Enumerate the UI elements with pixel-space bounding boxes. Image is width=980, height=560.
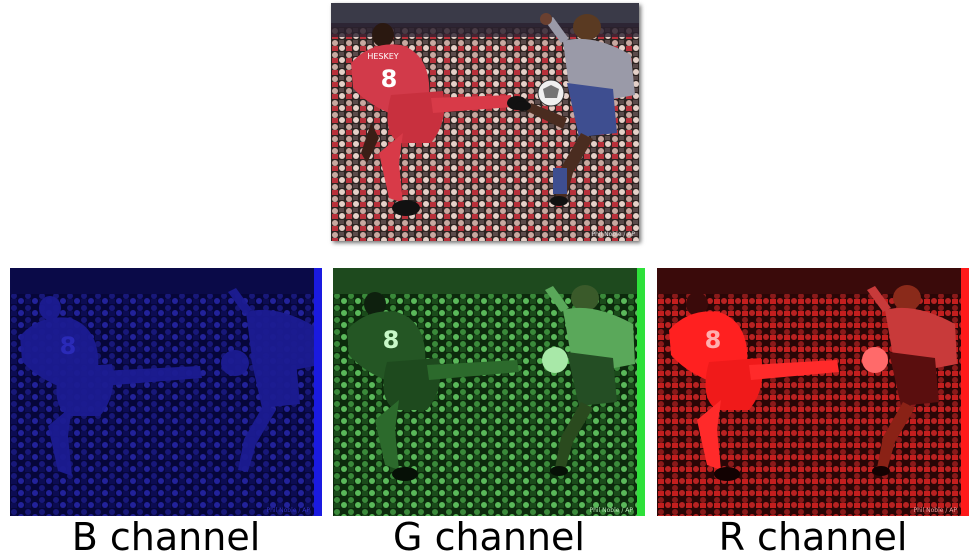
b-channel-photo: 8 Phil Noble / AP: [10, 268, 322, 516]
r-photo-credit: Phil Noble / AP: [913, 507, 957, 514]
b-channel-image: 8 Phil Noble / AP: [10, 268, 322, 516]
g-channel-photo: 8 Phil Noble / AP: [333, 268, 645, 516]
r-channel-caption: R channel: [718, 515, 908, 559]
b-photo-credit: Phil Noble / AP: [266, 507, 310, 514]
original-photo-image: HESKEY 8 Phil Noble / AP: [331, 3, 639, 241]
g-channel-caption: G channel: [393, 515, 585, 559]
g-channel-image: 8 Phil Noble / AP: [333, 268, 645, 516]
jersey-name: HESKEY: [367, 52, 398, 61]
original-photo: HESKEY 8 Phil Noble / AP: [331, 3, 639, 241]
g-photo-credit: Phil Noble / AP: [589, 507, 633, 514]
b-channel-caption: B channel: [71, 515, 261, 559]
jersey-number: 8: [381, 65, 398, 93]
b-jersey-number: 8: [60, 332, 77, 360]
g-jersey-number: 8: [383, 326, 400, 354]
photo-credit: Phil Noble / AP: [591, 231, 635, 238]
r-jersey-number: 8: [705, 326, 722, 354]
r-channel-image: 8 Phil Noble / AP: [657, 268, 969, 516]
r-channel-photo: 8 Phil Noble / AP: [657, 268, 969, 516]
